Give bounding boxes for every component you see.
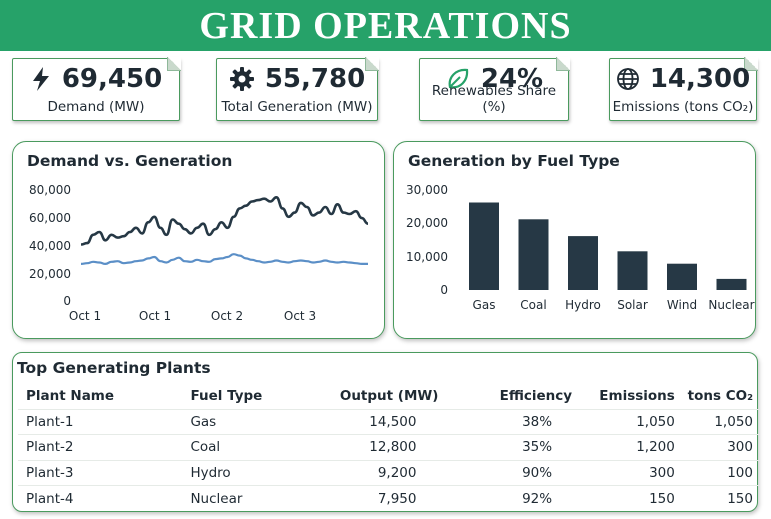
emissions-cell: 1,200	[578, 434, 681, 460]
plants-table-panel: Top Generating Plants Plant Name Fuel Ty…	[12, 352, 759, 512]
fuel-type-cell: Hydro	[182, 459, 317, 486]
kpi-label: Renewables Share (%)	[431, 83, 557, 115]
fuel-type-cell: Coal	[182, 434, 317, 460]
column-header[interactable]: Output (MW)	[339, 387, 439, 404]
efficiency-cell: 92%	[444, 485, 579, 511]
output-cell: 12,800	[316, 434, 445, 460]
table-row[interactable]: Plant-1 Gas 14,500 38% 1,050 1,050	[18, 408, 759, 435]
output-cell: 14,500	[316, 408, 445, 435]
kpi-label: Demand (MW)	[47, 99, 145, 115]
column-header[interactable]: tons CO₂	[687, 387, 753, 404]
x-tick-label: Gas	[473, 298, 496, 312]
emissions-cell: 150	[578, 485, 681, 511]
leaf-icon	[445, 66, 471, 92]
fuel-type-cell: Gas	[182, 408, 317, 435]
y-tick-label: 0	[63, 294, 71, 308]
kpi-card-demand[interactable]: 69,450 Demand (MW)	[12, 57, 181, 121]
table-title: Top Generating Plants	[17, 359, 211, 377]
table-row[interactable]: Plant-2 Coal 12,800 35% 1,200 300	[18, 434, 759, 460]
tons-co2-cell: 100	[680, 459, 759, 486]
column-header[interactable]: Plant Name	[26, 387, 115, 404]
kpi-card-emissions[interactable]: 14,300 Emissions (tons CO₂)	[609, 57, 758, 121]
y-tick-label: 20,000	[29, 267, 71, 281]
bar-wind[interactable]	[667, 263, 697, 290]
globe-icon	[616, 67, 640, 91]
tons-co2-cell: 300	[680, 434, 759, 460]
chart-title: Generation by Fuel Type	[408, 152, 620, 170]
efficiency-cell: 90%	[444, 459, 579, 486]
table-header-row: Plant Name Fuel Type Output (MW) Efficie…	[18, 383, 759, 409]
fuel-type-cell: Nuclear	[182, 485, 317, 511]
output-cell: 7,950	[316, 485, 445, 511]
kpi-card-generation[interactable]: 55,780 Total Generation (MW)	[216, 57, 379, 121]
y-tick-label: 30,000	[406, 183, 448, 197]
kpi-value: 69,450	[61, 64, 163, 94]
page-title: GRID OPERATIONS	[199, 4, 572, 47]
column-header[interactable]: Efficiency	[499, 387, 573, 404]
plants-table: Plant Name Fuel Type Output (MW) Efficie…	[18, 383, 759, 511]
demand-chart-panel: Demand vs. Generation 80,000 60,000 40,0…	[12, 141, 385, 339]
x-tick-label: Solar	[617, 298, 648, 312]
lightning-icon	[30, 66, 52, 92]
output-cell: 9,200	[316, 459, 445, 486]
kpi-label: Emissions (tons CO₂)	[612, 99, 754, 115]
x-tick-label: Oct 1	[139, 309, 171, 323]
bar-nuclear[interactable]	[716, 278, 747, 290]
column-header[interactable]: Emissions	[599, 387, 675, 404]
y-tick-label: 60,000	[29, 211, 71, 225]
bar-solar[interactable]	[617, 251, 648, 290]
bar-coal[interactable]	[518, 219, 549, 290]
kpi-card-renewables[interactable]: 24% Renewables Share (%)	[419, 57, 570, 121]
tons-co2-cell: 1,050	[680, 408, 759, 435]
bar-hydro[interactable]	[568, 236, 598, 290]
x-tick-label: Oct 1	[69, 309, 101, 323]
tons-co2-cell: 150	[680, 485, 759, 511]
y-tick-label: 20,000	[406, 216, 448, 230]
demand-line-chart: 80,000 60,000 40,000 20,000 0 Oct 1 Oct …	[29, 183, 369, 323]
fuel-bar-chart: 30,000 20,000 10,000 0 Gas Coal Hydro Solar…	[406, 183, 755, 312]
fuel-chart-panel: Generation by Fuel Type 30,000 20,000 10…	[393, 141, 756, 339]
bar-gas[interactable]	[469, 202, 499, 291]
x-tick-label: Coal	[520, 298, 546, 312]
plant-name-cell: Plant-2	[18, 434, 183, 460]
x-tick-label: Oct 2	[211, 309, 243, 323]
y-tick-label: 10,000	[406, 250, 448, 264]
column-header[interactable]: Fuel Type	[190, 387, 263, 404]
generation-series-line	[80, 253, 368, 265]
table-row[interactable]: Plant-4 Nuclear 7,950 92% 150 150	[18, 485, 759, 511]
kpi-value: 24%	[480, 64, 544, 94]
table-row[interactable]: Plant-3 Hydro 9,200 90% 300 100	[18, 459, 759, 486]
kpi-value: 55,780	[264, 64, 366, 94]
plant-name-cell: Plant-1	[18, 408, 183, 435]
plant-name-cell: Plant-3	[18, 459, 183, 486]
y-tick-label: 40,000	[29, 239, 71, 253]
gear-icon	[229, 66, 255, 92]
plant-name-cell: Plant-4	[18, 485, 183, 511]
x-tick-label: Nuclear	[708, 298, 754, 312]
x-tick-label: Hydro	[565, 298, 601, 312]
x-tick-label: Oct 3	[284, 309, 316, 323]
kpi-label: Total Generation (MW)	[221, 99, 373, 115]
chart-title: Demand vs. Generation	[27, 152, 233, 170]
emissions-cell: 1,050	[578, 408, 681, 435]
dashboard-header: GRID OPERATIONS	[0, 0, 771, 51]
emissions-cell: 300	[578, 459, 681, 486]
y-tick-label: 0	[440, 283, 448, 297]
y-tick-label: 80,000	[29, 183, 71, 197]
efficiency-cell: 38%	[444, 408, 579, 435]
demand-series-line	[80, 196, 369, 246]
efficiency-cell: 35%	[444, 434, 579, 460]
x-tick-label: Wind	[667, 298, 697, 312]
kpi-value: 14,300	[649, 64, 751, 94]
